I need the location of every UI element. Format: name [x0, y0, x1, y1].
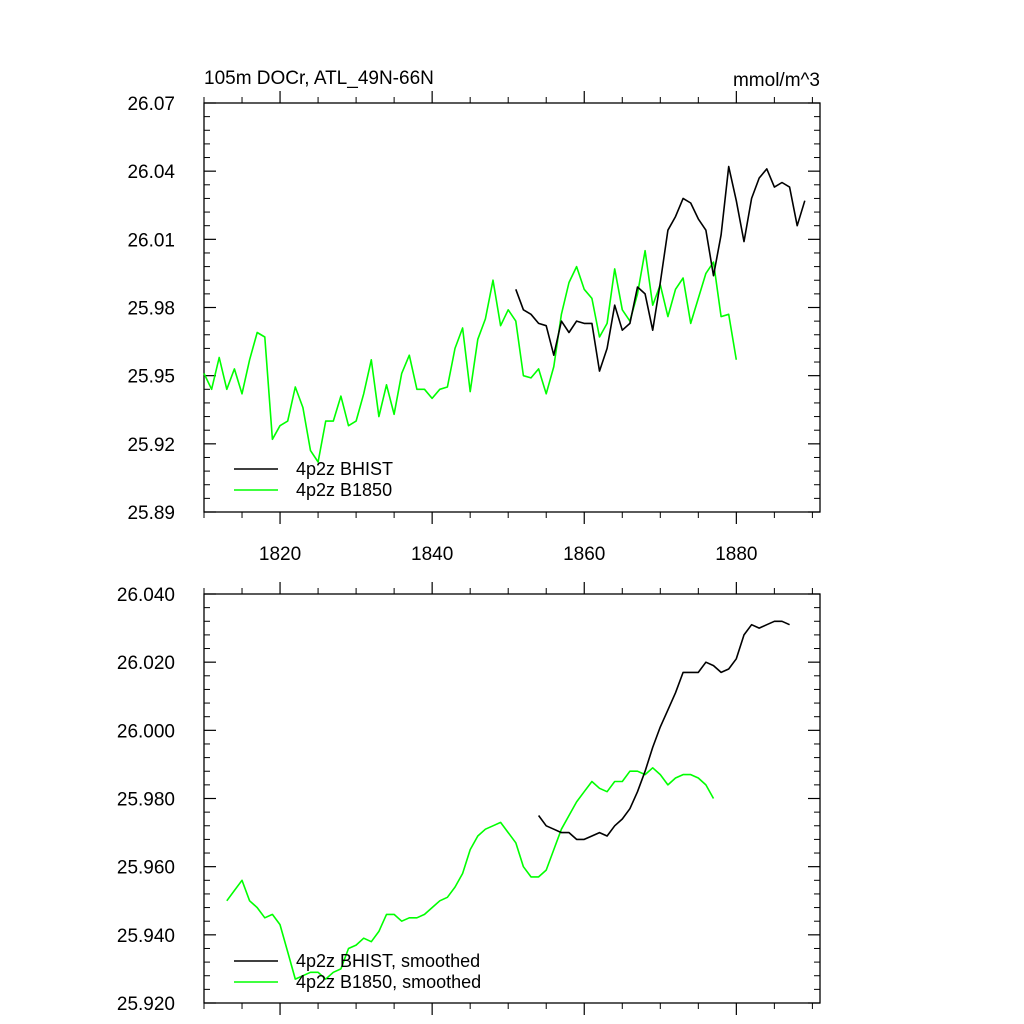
- top-panel: 105m DOCr, ATL_49N-66N mmol/m^3 25.8925.…: [127, 68, 821, 565]
- y-tick-label: 25.960: [117, 858, 175, 879]
- y-tick-label: 26.07: [127, 94, 175, 115]
- series-line-bhist: [515, 165, 806, 372]
- series-line-bhist: [537, 620, 790, 841]
- y-tick-label: 25.95: [127, 367, 175, 388]
- y-tick-label: 26.01: [127, 230, 175, 251]
- x-tick-label: 1880: [715, 544, 757, 565]
- y-tick-label: 25.940: [117, 926, 175, 947]
- plot-frame: [203, 102, 821, 513]
- units-label: mmol/m^3: [733, 70, 820, 91]
- y-tick-label: 26.000: [117, 721, 175, 742]
- plot-frame: [203, 593, 821, 1004]
- axis-ticks: 25.920 25.940 25.960 25.980 26.000 26.020 26.0…: [117, 582, 820, 1015]
- series-lines: [203, 165, 806, 463]
- y-tick-label: 26.020: [117, 653, 175, 674]
- y-tick-label: 25.89: [127, 503, 175, 524]
- y-tick-label: 25.92: [127, 435, 175, 456]
- y-tick-label: 26.04: [127, 162, 175, 183]
- legend: 4p2z BHIST, smoothed 4p2z B1850, smoothe…: [234, 951, 481, 992]
- legend-label-b1850-smoothed: 4p2z B1850, smoothed: [296, 972, 481, 992]
- series-line-b1850: [203, 249, 738, 463]
- legend-label-b1850: 4p2z B1850: [296, 480, 392, 500]
- series-line-b1850: [226, 766, 715, 980]
- legend-label-bhist-smoothed: 4p2z BHIST, smoothed: [296, 951, 480, 971]
- y-tick-label: 25.980: [117, 790, 175, 811]
- x-tick-label: 1860: [563, 544, 605, 565]
- legend: 4p2z BHIST 4p2z B1850: [234, 459, 393, 500]
- bottom-panel: 25.920 25.940 25.960 25.980 26.000 26.020 26.0…: [117, 582, 821, 1015]
- chart-title: 105m DOCr, ATL_49N-66N: [204, 68, 434, 89]
- y-tick-label: 25.920: [117, 994, 175, 1015]
- legend-label-bhist: 4p2z BHIST: [296, 459, 393, 479]
- x-tick-label: 1840: [411, 544, 453, 565]
- series-lines: [226, 620, 790, 980]
- y-tick-label: 26.040: [117, 585, 175, 606]
- axis-ticks: 25.89 25.92 25.95 25.98 26.01 26.04 26.07 1820 1…: [127, 91, 820, 565]
- x-tick-label: 1820: [259, 544, 301, 565]
- y-tick-label: 25.98: [127, 299, 175, 320]
